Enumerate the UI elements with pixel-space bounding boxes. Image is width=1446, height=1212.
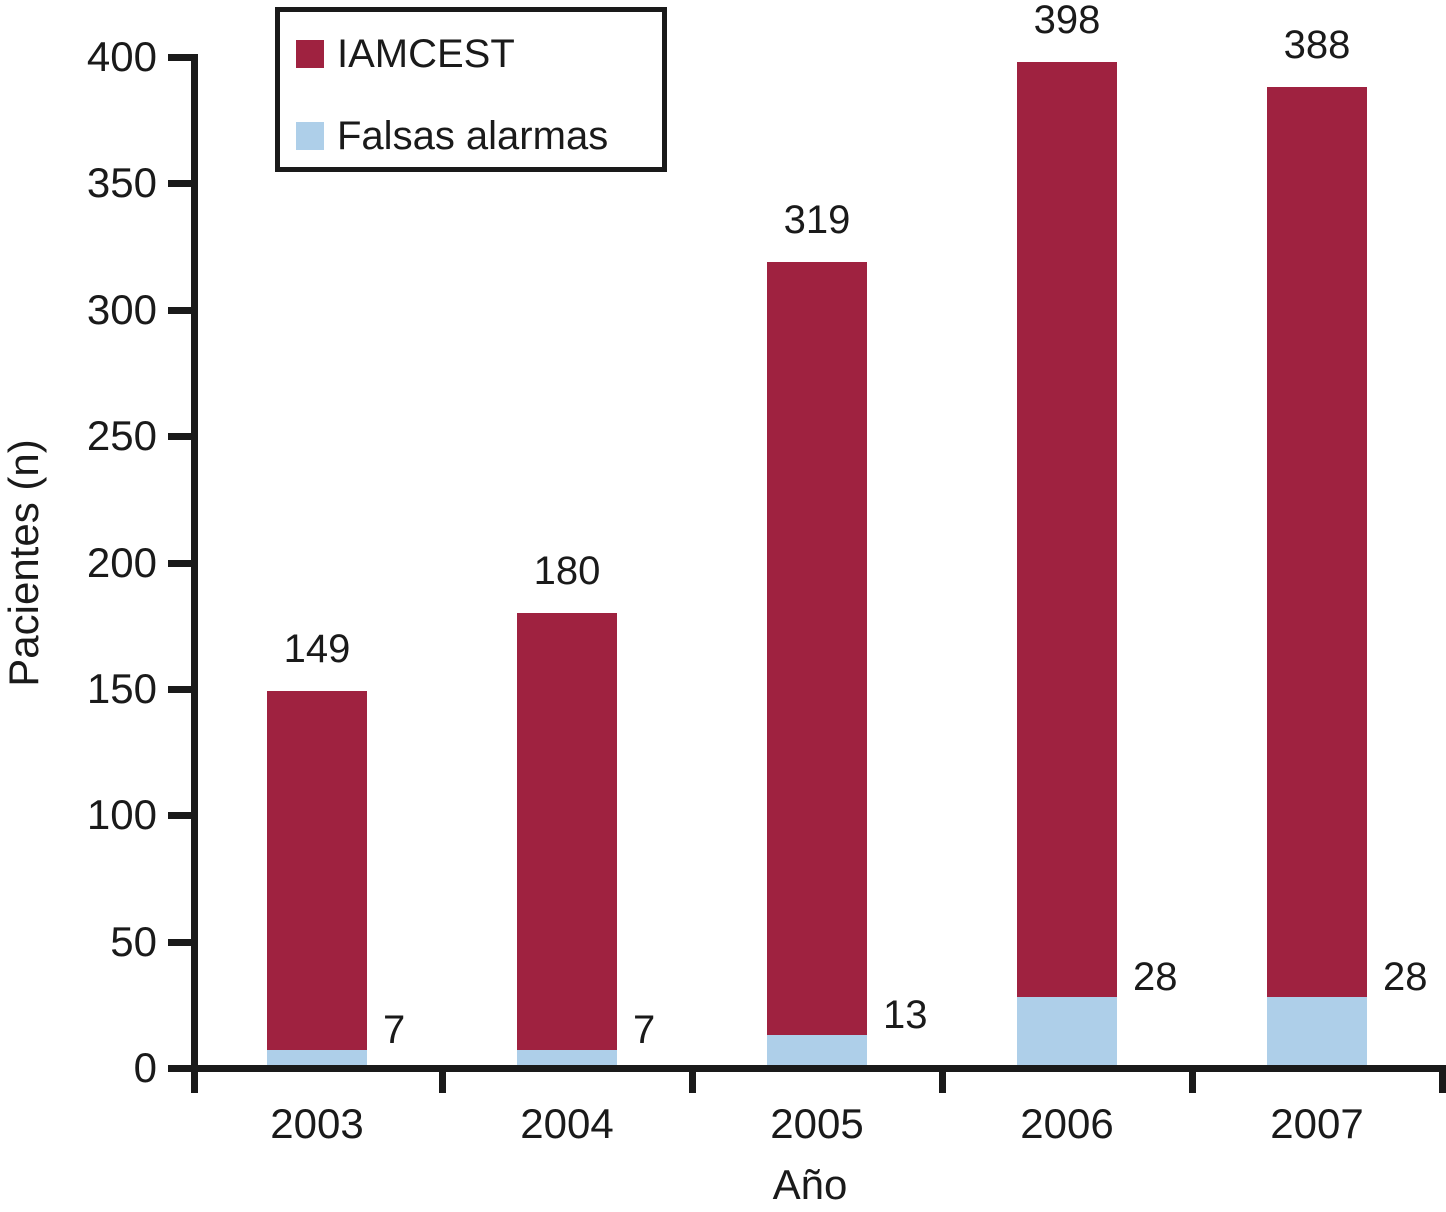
legend: IAMCEST Falsas alarmas	[275, 7, 667, 172]
y-axis-line	[191, 54, 198, 1093]
bar-iamcest-2003	[267, 691, 367, 1050]
y-tick-label-100: 100	[86, 791, 157, 838]
y-tick-0	[168, 1065, 191, 1072]
y-tick-150	[168, 686, 191, 693]
bar-value-label-2005: 319	[783, 198, 851, 242]
bar-iamcest-2004	[517, 613, 617, 1050]
bar-falsas-alarmas-2006	[1017, 997, 1117, 1068]
x-tick-1	[439, 1065, 446, 1093]
legend-swatch-falsas-alarmas	[296, 122, 324, 150]
x-tick-label-2007: 2007	[1270, 1100, 1364, 1147]
legend-label-falsas-alarmas: Falsas alarmas	[337, 114, 609, 158]
x-tick-label-2005: 2005	[770, 1100, 864, 1147]
bar-iamcest-2006	[1017, 62, 1117, 997]
y-tick-label-300: 300	[86, 286, 157, 333]
x-tick-label-2004: 2004	[520, 1100, 614, 1147]
legend-item-falsas-alarmas: Falsas alarmas	[296, 114, 608, 158]
legend-swatch-iamcest	[296, 40, 324, 68]
y-tick-350	[168, 180, 191, 187]
bar-falsas-alarmas-2007	[1267, 997, 1367, 1068]
x-tick-label-2006: 2006	[1020, 1100, 1114, 1147]
y-tick-50	[168, 939, 191, 946]
y-tick-400	[168, 54, 191, 61]
secondary-value-label-2005: 13	[883, 993, 928, 1037]
y-tick-label-150: 150	[86, 665, 157, 712]
bar-iamcest-2007	[1267, 87, 1367, 997]
y-axis-title: Pacientes (n)	[0, 439, 47, 687]
bar-value-label-2003: 149	[283, 627, 351, 671]
legend-label-iamcest: IAMCEST	[337, 32, 515, 76]
bar-value-label-2007: 388	[1283, 23, 1351, 67]
x-tick-label-2003: 2003	[270, 1100, 364, 1147]
x-axis-line	[191, 1065, 1446, 1072]
secondary-value-label-2006: 28	[1133, 955, 1178, 999]
bar-falsas-alarmas-2005	[767, 1035, 867, 1068]
secondary-value-label-2003: 7	[383, 1008, 406, 1052]
x-tick-2	[689, 1065, 696, 1093]
bar-falsas-alarmas-2003	[267, 1050, 367, 1068]
bar-value-label-2006: 398	[1033, 0, 1101, 42]
y-tick-300	[168, 307, 191, 314]
y-tick-label-200: 200	[86, 539, 157, 586]
x-tick-3	[939, 1065, 946, 1093]
y-tick-label-50: 50	[110, 918, 157, 965]
y-tick-label-0: 0	[133, 1044, 157, 1091]
x-tick-4	[1189, 1065, 1196, 1093]
legend-item-iamcest: IAMCEST	[296, 32, 515, 76]
x-axis-title: Año	[772, 1161, 848, 1208]
x-tick-5	[1439, 1065, 1446, 1093]
bar-iamcest-2005	[767, 262, 867, 1035]
y-tick-label-400: 400	[86, 33, 157, 80]
y-tick-label-250: 250	[86, 412, 157, 459]
bar-value-label-2004: 180	[533, 549, 601, 593]
y-tick-250	[168, 433, 191, 440]
y-tick-200	[168, 560, 191, 567]
bar-falsas-alarmas-2004	[517, 1050, 617, 1068]
y-tick-100	[168, 812, 191, 819]
y-tick-label-350: 350	[86, 159, 157, 206]
secondary-value-label-2007: 28	[1383, 955, 1428, 999]
secondary-value-label-2004: 7	[633, 1008, 656, 1052]
